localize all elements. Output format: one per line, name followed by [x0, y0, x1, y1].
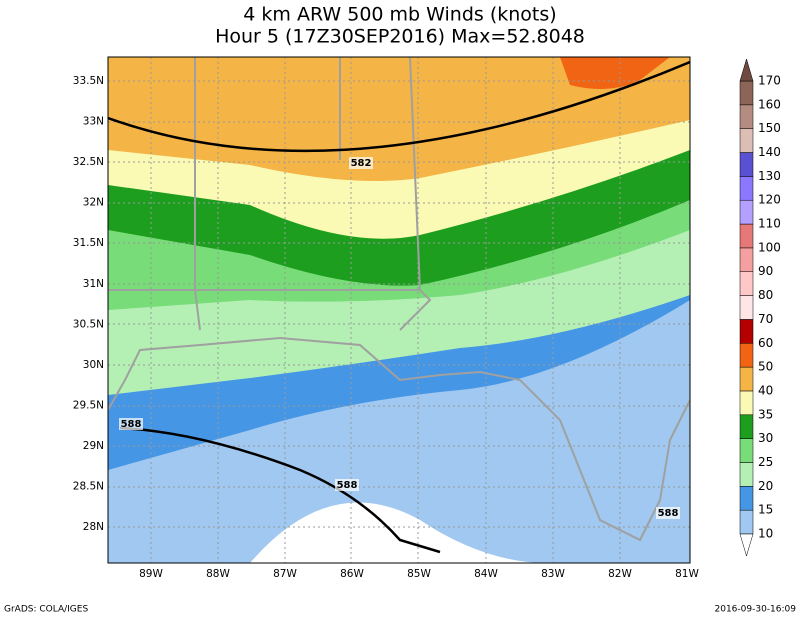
colorbar-box: [739, 462, 754, 487]
footer-left: GrADS: COLA/IGES: [4, 605, 88, 615]
lon-label: 87W: [273, 568, 297, 580]
colorbar-box: [739, 414, 754, 439]
lat-label: 30N: [83, 359, 104, 371]
contour-label-bg: [349, 157, 373, 169]
lon-label: 82W: [608, 568, 632, 580]
lon-label: 88W: [206, 568, 230, 580]
colorbar-box: [739, 128, 754, 153]
graticule: [108, 57, 690, 563]
lon-label: 81W: [675, 568, 699, 580]
colorbar-label: 35: [758, 407, 773, 421]
colorbar-label: 160: [758, 97, 781, 111]
lat-label: 30.5N: [73, 318, 104, 330]
subtitle: Hour 5 (17Z30SEP2016) Max=52.8048: [215, 26, 585, 48]
colorbar-label: 60: [758, 336, 773, 350]
colorbar-label: 10: [758, 527, 773, 541]
colorbar-label: 50: [758, 360, 773, 374]
lat-label: 33.5N: [73, 75, 104, 87]
lat-label: 31.5N: [73, 237, 104, 249]
coastline: [108, 57, 690, 542]
colorbar-box: [739, 486, 754, 511]
height-contours: [108, 60, 690, 554]
lon-label: 83W: [541, 568, 565, 580]
lon-label: 84W: [474, 568, 498, 580]
lat-label: 28.5N: [73, 481, 104, 493]
colorbar-label: 100: [758, 240, 781, 254]
colorbar-over: [739, 58, 754, 82]
colorbar-box: [739, 199, 754, 225]
colorbar-label: 90: [758, 264, 773, 278]
colorbar-box: [739, 295, 754, 320]
colorbar-box: [739, 247, 754, 272]
lon-label: 89W: [139, 568, 163, 580]
colorbar-label: 40: [758, 383, 773, 397]
colorbar-label: 30: [758, 431, 773, 445]
lat-label: 29.5N: [73, 399, 104, 411]
lon-label: 86W: [340, 568, 364, 580]
contour-label: 582: [351, 158, 372, 169]
contour-label-bg: [335, 479, 359, 491]
colorbar-label: 130: [758, 169, 781, 183]
lat-label: 28N: [83, 521, 104, 533]
colorbar-label: 140: [758, 145, 781, 159]
contour-label: 588: [121, 419, 142, 430]
map-fill: [108, 57, 690, 563]
lat-label: 32N: [83, 197, 104, 209]
colorbar-box: [739, 152, 754, 177]
contour-label-bg: [656, 507, 680, 519]
lat-label: 32.5N: [73, 156, 104, 168]
colorbar-box: [739, 319, 754, 344]
lat-label: 29N: [83, 440, 104, 452]
colorbar-box: [739, 176, 754, 201]
colorbar-box: [739, 80, 754, 106]
band-50-60: [560, 57, 670, 89]
footer-right: 2016-09-30-16:09: [715, 605, 797, 615]
colorbar-label: 25: [758, 455, 773, 469]
colorbar-label: 110: [758, 217, 781, 231]
colorbar-label: 170: [758, 74, 781, 88]
lat-label: 33N: [83, 116, 104, 128]
colorbar-label: 80: [758, 288, 773, 302]
contour-label-bg: [119, 418, 143, 430]
lon-label: 85W: [407, 568, 431, 580]
colorbar-box: [739, 104, 754, 129]
contour-label: 588: [658, 508, 679, 519]
map-frame: [107, 56, 691, 564]
colorbar-label: 150: [758, 121, 781, 135]
title: 4 km ARW 500 mb Winds (knots): [243, 4, 556, 26]
lat-label: 31N: [83, 278, 104, 290]
colorbar-under: [739, 533, 754, 557]
colorbar-box: [739, 223, 754, 249]
colorbar-box: [739, 390, 754, 416]
colorbar-box: [739, 366, 754, 392]
colorbar-label: 15: [758, 503, 773, 517]
colorbar-label: 20: [758, 479, 773, 493]
colorbar-box: [739, 271, 754, 296]
colorbar-box: [739, 343, 754, 368]
colorbar-box: [739, 438, 754, 463]
contour-label: 588: [337, 480, 358, 491]
colorbar-box: [739, 509, 754, 535]
colorbar-label: 70: [758, 312, 773, 326]
colorbar-label: 120: [758, 193, 781, 207]
